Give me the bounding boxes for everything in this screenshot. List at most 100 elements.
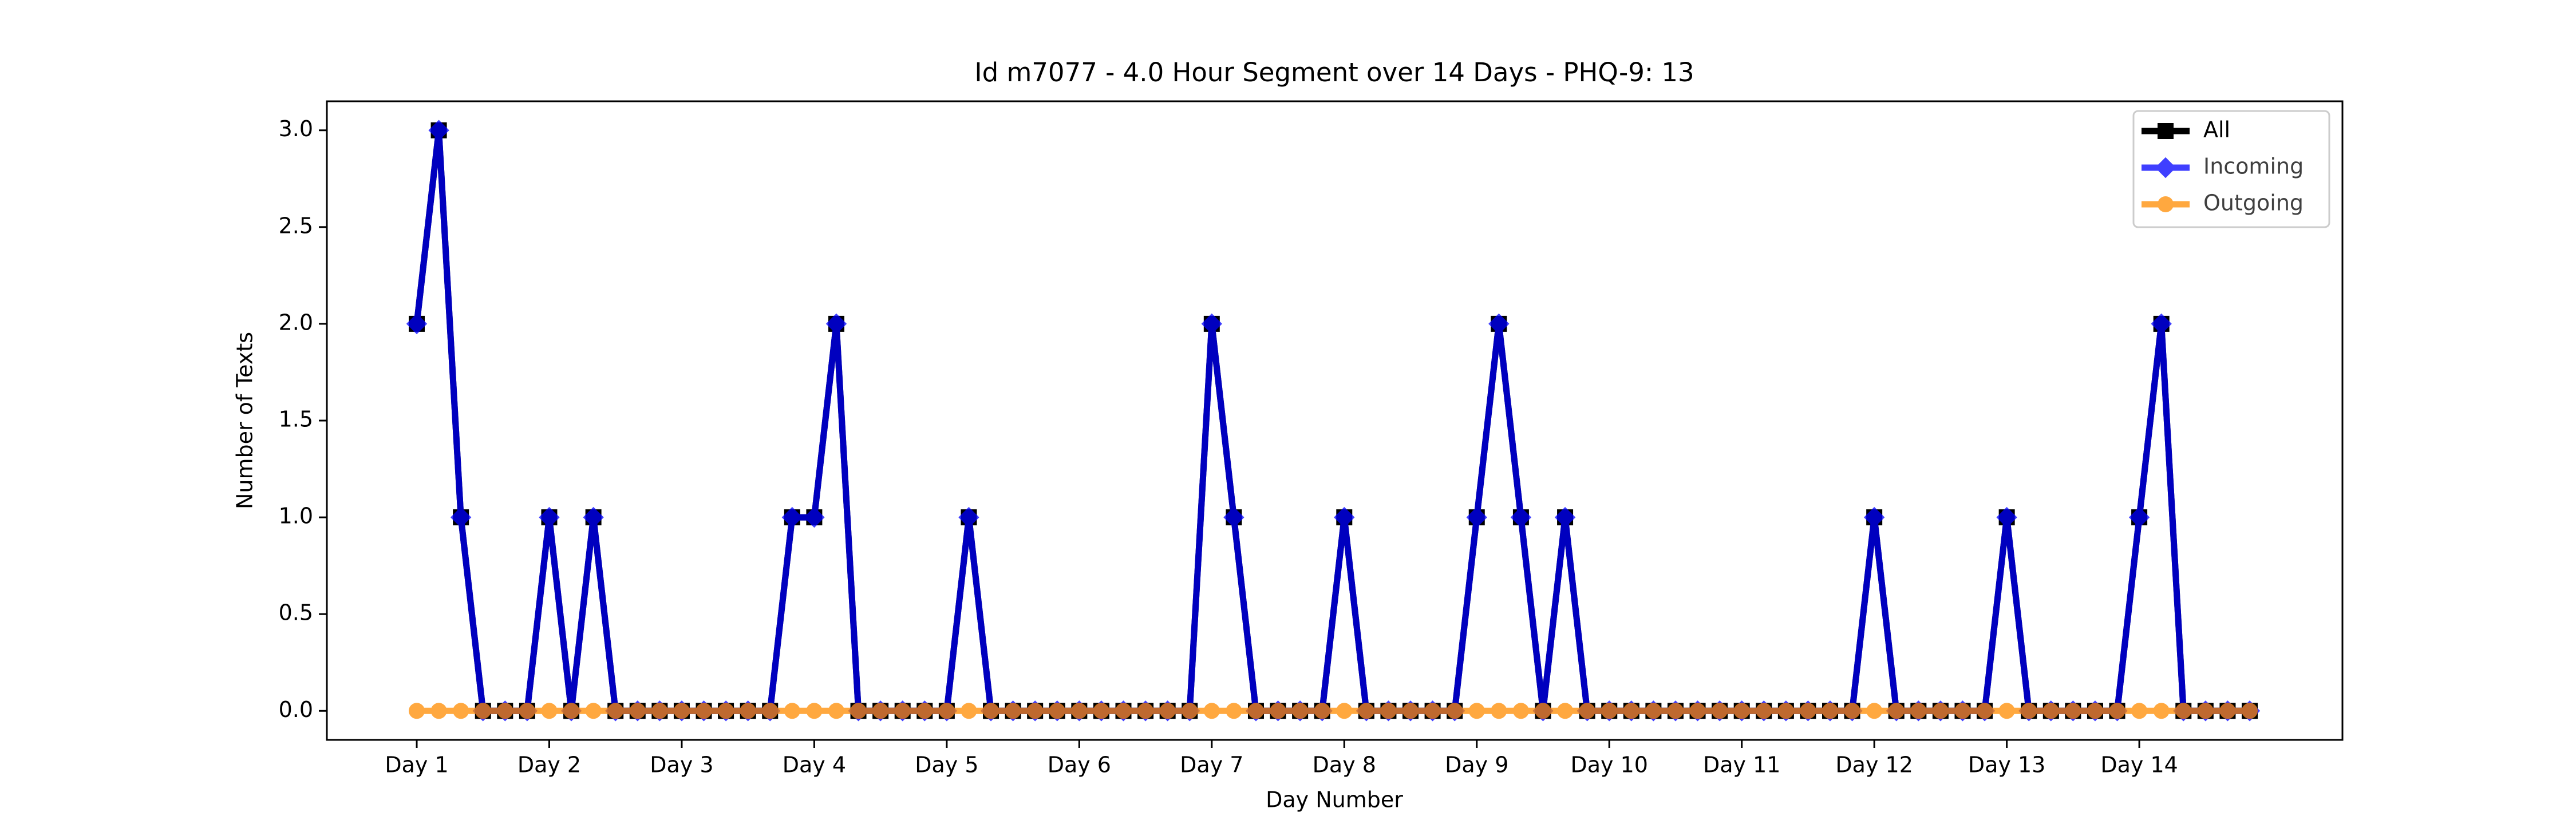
marker bbox=[2242, 703, 2258, 719]
marker bbox=[1888, 703, 1905, 719]
x-tick-label: Day 3 bbox=[650, 752, 713, 778]
marker bbox=[1466, 506, 1487, 528]
marker bbox=[583, 506, 604, 528]
marker bbox=[1071, 703, 1088, 719]
marker bbox=[519, 703, 535, 719]
marker bbox=[1182, 703, 1198, 719]
marker bbox=[1159, 703, 1176, 719]
marker bbox=[2219, 703, 2236, 719]
x-tick-label: Day 11 bbox=[1703, 752, 1780, 778]
legend-box bbox=[2132, 110, 2330, 228]
marker bbox=[1579, 703, 1595, 719]
marker bbox=[651, 703, 668, 719]
marker bbox=[1977, 703, 1993, 719]
marker bbox=[1756, 703, 1772, 719]
marker bbox=[961, 703, 977, 719]
y-tick-label: 2.5 bbox=[279, 213, 313, 238]
plot-frame bbox=[326, 100, 2344, 741]
marker bbox=[916, 703, 933, 719]
marker bbox=[718, 703, 734, 719]
series bbox=[406, 120, 2261, 722]
y-tick-label: 0.0 bbox=[279, 697, 313, 722]
marker bbox=[696, 703, 712, 719]
marker bbox=[2155, 157, 2176, 179]
marker bbox=[894, 703, 911, 719]
marker bbox=[983, 703, 999, 719]
marker bbox=[2021, 703, 2037, 719]
x-axis-label: Day Number bbox=[1266, 787, 1403, 813]
chart-title: Id m7077 - 4.0 Hour Segment over 14 Days… bbox=[974, 57, 1694, 88]
marker bbox=[2151, 313, 2172, 335]
marker bbox=[850, 703, 867, 719]
marker bbox=[1488, 313, 1510, 335]
x-tick-label: Day 1 bbox=[385, 752, 448, 778]
marker bbox=[1733, 703, 1750, 719]
marker bbox=[2153, 703, 2170, 719]
x-tick-label: Day 9 bbox=[1445, 752, 1508, 778]
legend-entry: Outgoing bbox=[2142, 191, 2304, 216]
x-tick-label: Day 10 bbox=[1570, 752, 1647, 778]
marker bbox=[1027, 703, 1044, 719]
marker bbox=[1334, 506, 1355, 528]
x-tick-label: Day 13 bbox=[1968, 752, 2045, 778]
marker bbox=[1223, 506, 1244, 528]
marker bbox=[2042, 703, 2059, 719]
marker bbox=[450, 506, 472, 528]
legend-label: Outgoing bbox=[2203, 191, 2304, 216]
marker bbox=[825, 313, 847, 335]
marker bbox=[1402, 703, 1419, 719]
marker bbox=[1226, 703, 1242, 719]
marker bbox=[1623, 703, 1639, 719]
marker bbox=[2065, 703, 2081, 719]
series-line bbox=[413, 127, 2250, 714]
marker bbox=[1049, 703, 1065, 719]
marker bbox=[1863, 506, 1885, 528]
marker bbox=[1601, 703, 1618, 719]
marker bbox=[1380, 703, 1397, 719]
marker bbox=[806, 703, 823, 719]
marker bbox=[1247, 703, 1264, 719]
marker bbox=[629, 703, 646, 719]
marker bbox=[1203, 703, 1220, 719]
marker bbox=[1093, 703, 1109, 719]
marker bbox=[1005, 703, 1021, 719]
marker bbox=[1115, 703, 1132, 719]
y-tick-label: 2.0 bbox=[279, 310, 313, 335]
x-tick-label: Day 4 bbox=[783, 752, 846, 778]
marker bbox=[1270, 703, 1286, 719]
marker bbox=[2158, 196, 2174, 212]
x-tick-label: Day 14 bbox=[2100, 752, 2178, 778]
y-tick-label: 3.0 bbox=[279, 116, 313, 141]
marker bbox=[1954, 703, 1971, 719]
marker bbox=[541, 703, 558, 719]
marker bbox=[1689, 703, 1706, 719]
marker bbox=[673, 703, 690, 719]
marker bbox=[585, 703, 602, 719]
marker bbox=[1844, 703, 1860, 719]
y-tick-label: 0.5 bbox=[279, 600, 313, 625]
marker bbox=[1996, 506, 2017, 528]
marker bbox=[938, 703, 955, 719]
marker bbox=[1998, 703, 2015, 719]
marker bbox=[1137, 703, 1154, 719]
marker bbox=[1822, 703, 1839, 719]
x-tick-label: Day 2 bbox=[517, 752, 581, 778]
marker bbox=[607, 703, 624, 719]
marker bbox=[740, 703, 756, 719]
marker bbox=[406, 313, 428, 335]
marker bbox=[872, 703, 889, 719]
marker bbox=[762, 703, 779, 719]
marker bbox=[1667, 703, 1684, 719]
marker bbox=[1557, 703, 1574, 719]
x-tick-label: Day 6 bbox=[1048, 752, 1111, 778]
x-tick-label: Day 5 bbox=[915, 752, 978, 778]
marker bbox=[539, 506, 560, 528]
y-tick-label: 1.5 bbox=[279, 407, 313, 432]
marker bbox=[804, 506, 825, 528]
legend-label: Incoming bbox=[2203, 154, 2304, 179]
marker bbox=[1910, 703, 1927, 719]
x-tick-label: Day 8 bbox=[1313, 752, 1376, 778]
marker bbox=[2158, 123, 2174, 139]
marker bbox=[1535, 703, 1551, 719]
x-tick-label: Day 12 bbox=[1835, 752, 1913, 778]
